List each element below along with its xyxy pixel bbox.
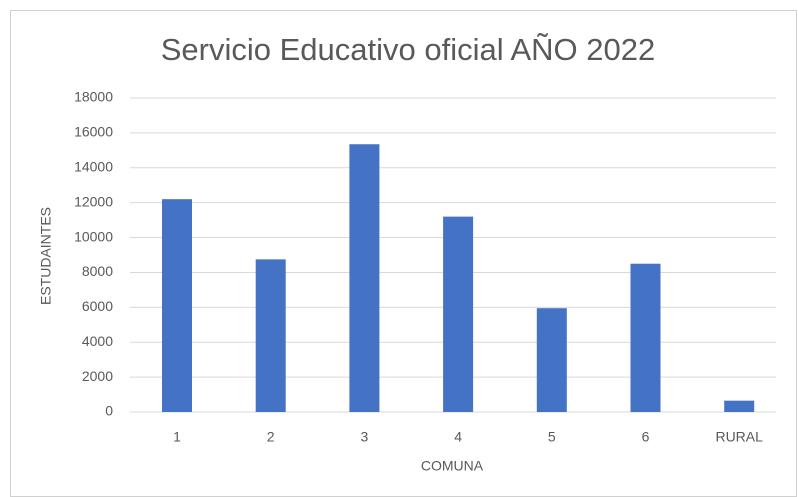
y-tick-label: 0 xyxy=(105,403,113,419)
bar xyxy=(536,308,567,412)
x-axis-label: COMUNA xyxy=(421,458,484,474)
bar xyxy=(724,400,755,412)
y-tick-label: 2000 xyxy=(82,368,113,384)
y-tick-label: 18000 xyxy=(74,89,113,105)
y-tick-label: 10000 xyxy=(74,228,113,244)
bar xyxy=(255,259,286,412)
y-tick-label: 6000 xyxy=(82,298,113,314)
y-tick-label: 14000 xyxy=(74,158,113,174)
x-tick-label: 1 xyxy=(173,429,181,445)
y-tick-label: 12000 xyxy=(74,193,113,209)
y-tick-label: 8000 xyxy=(82,263,113,279)
y-tick-label: 16000 xyxy=(74,124,113,140)
y-axis-label: ESTUDAINTES xyxy=(38,207,54,305)
x-tick-label: 3 xyxy=(361,429,369,445)
bar xyxy=(630,263,661,412)
x-tick-label: 2 xyxy=(267,429,275,445)
x-tick-label: 5 xyxy=(548,429,556,445)
bar xyxy=(443,216,474,412)
y-tick-label: 4000 xyxy=(82,333,113,349)
x-tick-label: RURAL xyxy=(715,429,763,445)
bar xyxy=(349,144,380,412)
chart-frame xyxy=(10,10,797,497)
x-tick-label: 4 xyxy=(454,429,462,445)
x-tick-label: 6 xyxy=(642,429,650,445)
chart-title: Servicio Educativo oficial AÑO 2022 xyxy=(161,32,656,67)
bar xyxy=(162,199,192,412)
